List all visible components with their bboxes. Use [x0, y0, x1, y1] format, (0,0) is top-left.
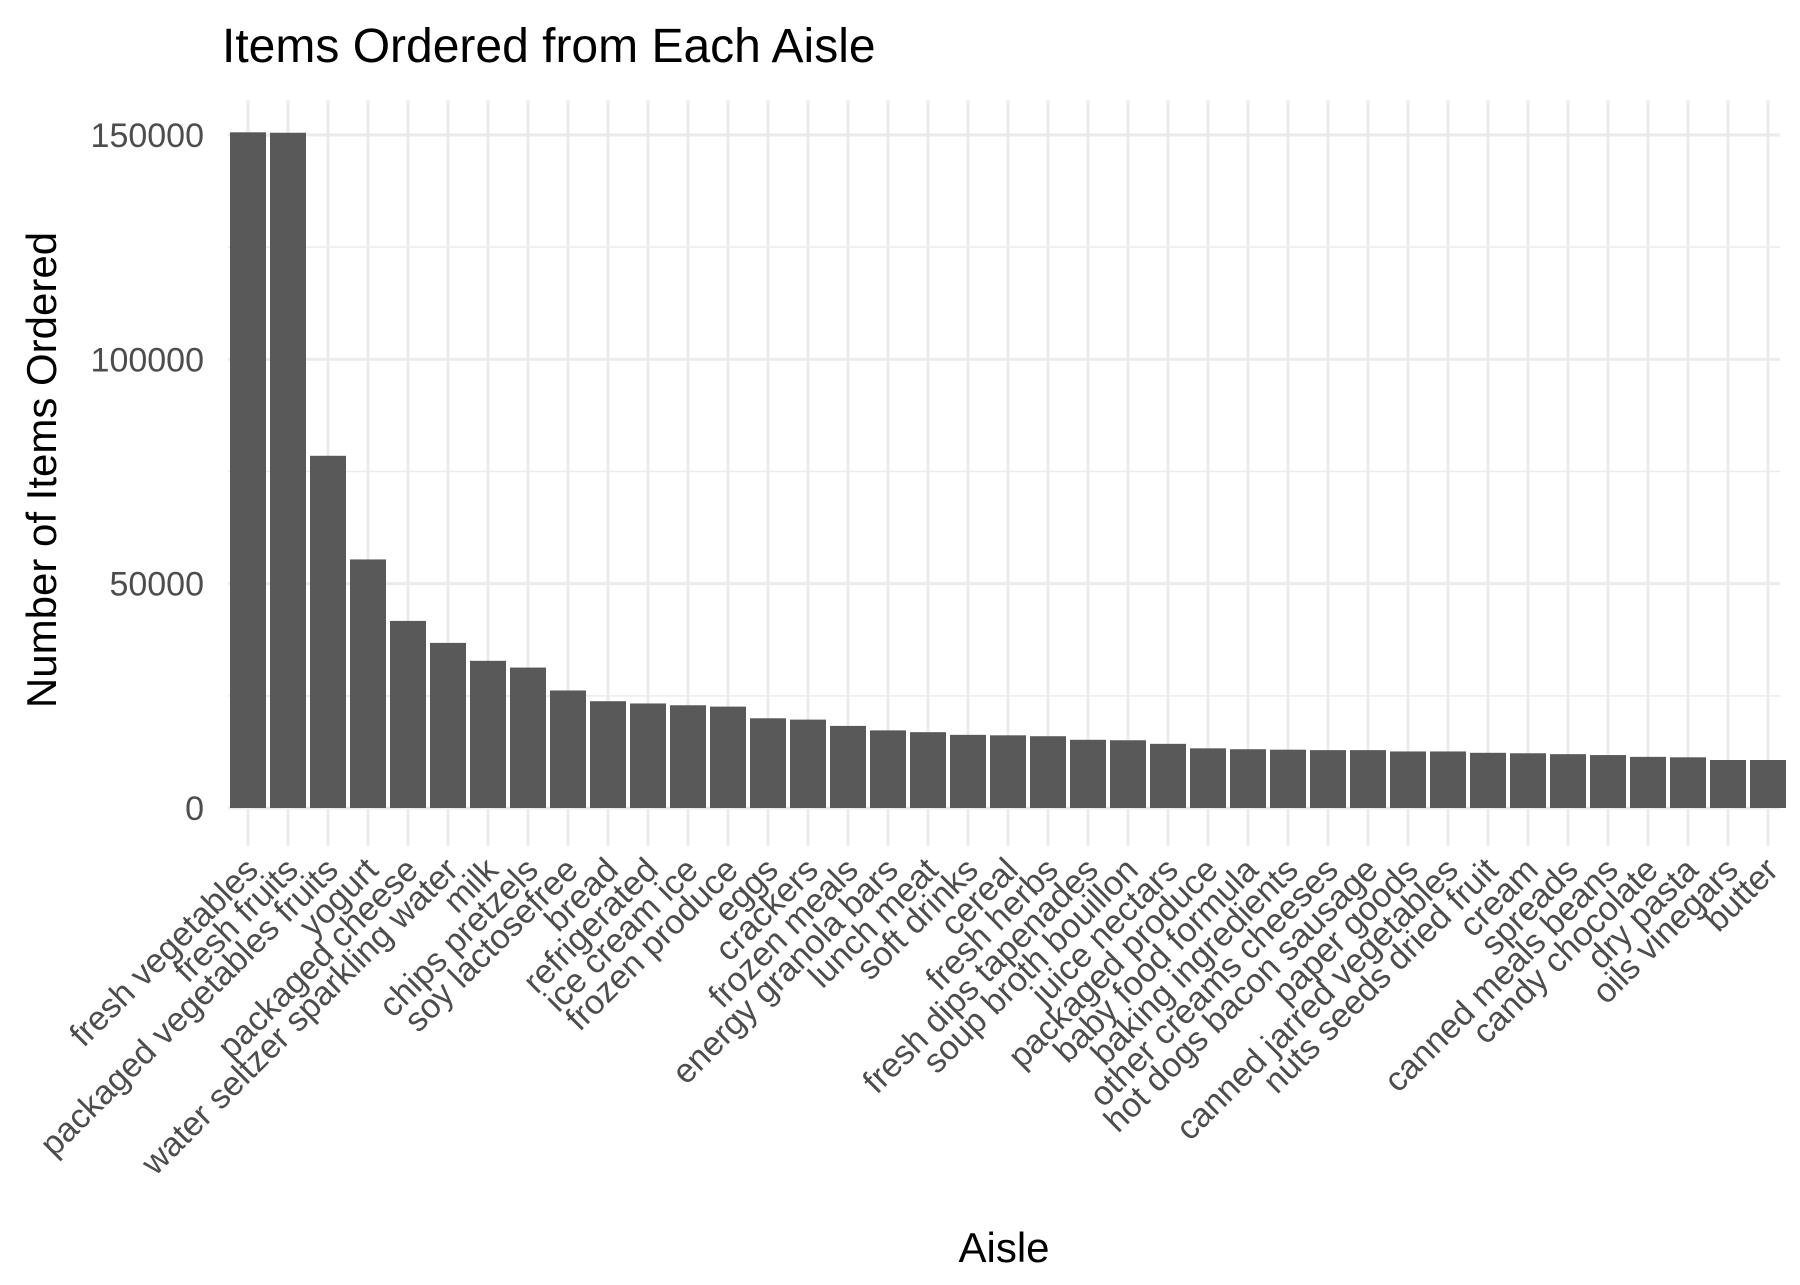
x-axis-title: Aisle [958, 1224, 1049, 1271]
bar [630, 703, 666, 808]
y-tick-label: 0 [185, 790, 204, 828]
y-tick-label: 50000 [109, 566, 204, 604]
bar [710, 706, 746, 808]
bar [1710, 759, 1746, 808]
bar [950, 734, 986, 808]
bar [1630, 756, 1666, 808]
bar [750, 718, 786, 808]
bar [590, 701, 626, 808]
bar [510, 667, 546, 808]
chart-title: Items Ordered from Each Aisle [222, 20, 876, 73]
bar [470, 660, 506, 808]
bar [1390, 751, 1426, 808]
bar [350, 559, 386, 808]
bar [430, 642, 466, 808]
y-tick-label: 150000 [91, 117, 204, 155]
bar [1110, 740, 1146, 808]
bar [230, 132, 266, 809]
bar [1510, 753, 1546, 808]
bar [1470, 752, 1506, 808]
y-axis-ticks: 0 50000 100000 150000 [91, 117, 204, 828]
bar [1670, 757, 1706, 808]
bar [1190, 748, 1226, 808]
y-axis-title: Number of Items Ordered [18, 232, 65, 708]
bar [550, 690, 586, 808]
bar [1550, 754, 1586, 808]
bar [270, 132, 306, 809]
bar [910, 732, 946, 808]
bar [670, 705, 706, 808]
bar [1030, 736, 1066, 808]
bar [1070, 739, 1106, 808]
bar [1150, 743, 1186, 808]
bar [790, 719, 826, 808]
bar [1270, 749, 1306, 808]
bar [1750, 759, 1786, 808]
bar [870, 730, 906, 808]
bar [390, 620, 426, 808]
bar [1230, 749, 1266, 808]
bar [1350, 750, 1386, 808]
bar [990, 735, 1026, 808]
bar [1590, 755, 1626, 808]
bar [1310, 750, 1346, 808]
bar [830, 725, 866, 808]
bars [230, 132, 1786, 809]
bar [1430, 751, 1466, 808]
y-tick-label: 100000 [91, 341, 204, 379]
bar [310, 455, 346, 808]
